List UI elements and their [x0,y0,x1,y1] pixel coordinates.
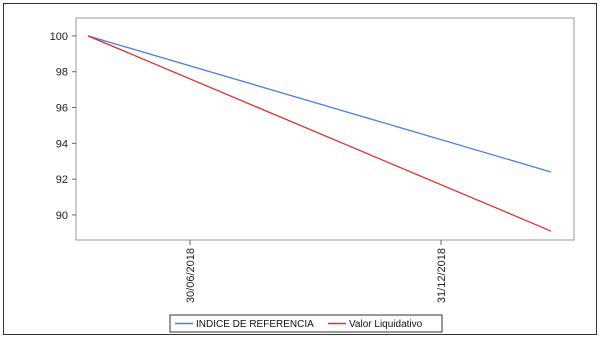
y-tick-label: 92 [56,174,68,186]
y-axis: 90 92 94 96 98 100 [50,31,76,222]
legend-box [169,314,443,333]
legend-label-indice: INDICE DE REFERENCIA [196,319,314,330]
series-layer [87,35,552,232]
x-axis: 30/06/2018 31/12/2018 [185,240,448,303]
y-tick-label: 94 [56,138,68,150]
legend: INDICE DE REFERENCIA Valor Liquidativo [169,314,443,333]
x-tick-label: 30/06/2018 [185,248,197,303]
chart-frame [3,3,597,335]
y-tick-label: 96 [56,103,68,115]
series-line-valor [87,35,552,232]
series-line-indice [87,35,552,173]
x-tick-label: 31/12/2018 [436,248,448,303]
y-tick-label: 100 [50,31,68,43]
plot-area [75,17,575,241]
legend-label-valor: Valor Liquidativo [349,319,423,330]
y-tick-label: 98 [56,67,68,79]
y-tick-label: 90 [56,210,68,222]
